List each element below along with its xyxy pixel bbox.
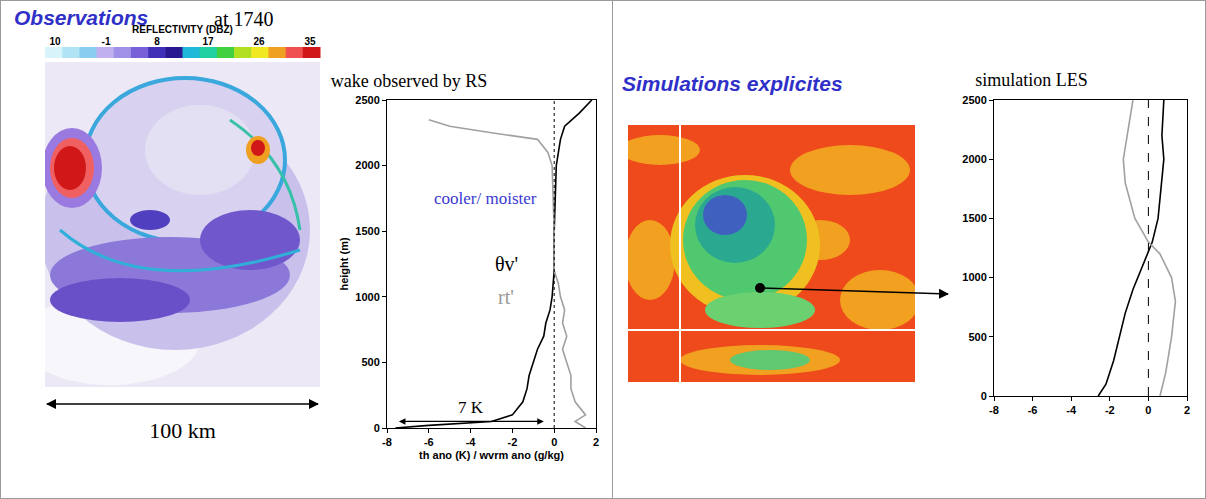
svg-text:26: 26 [253,36,265,47]
html-text:100 km: 100 km [149,418,216,443]
html-text:at 1740: at 1740 [214,8,274,30]
html-text:REFLECTIVITY (DBZ): REFLECTIVITY (DBZ) [132,24,233,35]
svg-text:th ano (K) / wvrm ano (g/kg): th ano (K) / wvrm ano (g/kg) [419,449,564,461]
svg-text:7 K: 7 K [458,398,484,417]
svg-text:10: 10 [49,36,61,47]
svg-text:1500: 1500 [355,225,379,237]
svg-text:-8: -8 [989,404,999,416]
svg-text:0: 0 [981,390,987,402]
svg-text:1500: 1500 [962,212,986,224]
html-text:Simulations explicites: Simulations explicites [622,72,843,95]
html-text:Observations: Observations [14,6,149,29]
svg-text:1000: 1000 [355,291,379,303]
svg-text:θv': θv' [495,253,518,275]
svg-text:0: 0 [374,422,380,434]
svg-text:17: 17 [202,36,214,47]
svg-text:2000: 2000 [355,159,379,171]
svg-text:-2: -2 [508,436,518,448]
svg-text:1000: 1000 [962,271,986,283]
svg-text:rt': rt' [498,286,514,308]
svg-text:2000: 2000 [962,153,986,165]
svg-text:-4: -4 [1066,404,1077,416]
svg-text:-8: -8 [382,436,392,448]
svg-text:simulation LES: simulation LES [975,70,1087,90]
svg-text:2500: 2500 [962,94,986,106]
svg-text:-6: -6 [424,436,434,448]
svg-text:500: 500 [361,356,379,368]
svg-text:500: 500 [968,331,986,343]
svg-text:-4: -4 [466,436,477,448]
svg-text:-2: -2 [1105,404,1115,416]
svg-text:2500: 2500 [355,94,379,106]
svg-text:2: 2 [1184,404,1190,416]
svg-text:-1: -1 [102,36,111,47]
svg-text:cooler/ moister: cooler/ moister [434,189,537,208]
svg-text:-6: -6 [1028,404,1038,416]
svg-text:8: 8 [154,36,160,47]
svg-text:0: 0 [551,436,557,448]
svg-text:0: 0 [1145,404,1151,416]
svg-text:height (m): height (m) [338,237,350,290]
svg-text:35: 35 [304,36,316,47]
svg-text:2: 2 [593,436,599,448]
svg-text:wake observed by RS: wake observed by RS [331,71,487,91]
